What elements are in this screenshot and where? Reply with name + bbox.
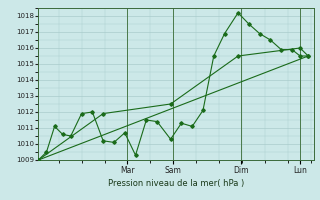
X-axis label: Pression niveau de la mer( hPa ): Pression niveau de la mer( hPa ) — [108, 179, 244, 188]
